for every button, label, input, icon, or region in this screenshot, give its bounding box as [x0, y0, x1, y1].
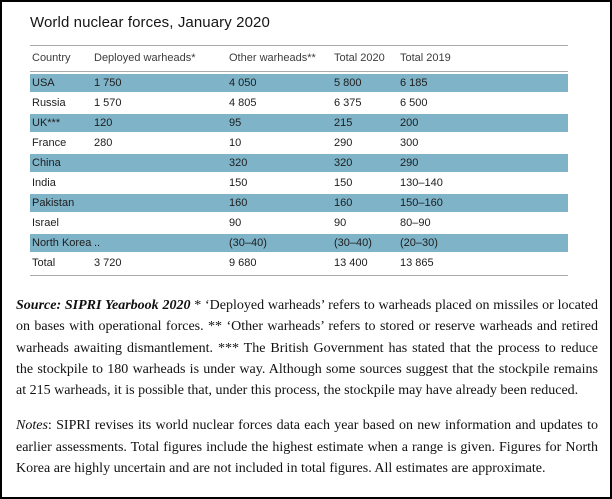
notes-paragraph: Notes: SIPRI revises its world nuclear f…: [16, 415, 598, 479]
table-cell: 280: [94, 137, 113, 149]
table-row: North Korea.. (30–40) (30–40) (20–30): [30, 234, 568, 252]
table-body: USA 1 750 4 050 5 800 6 185 Russia 1 570 4 805 6…: [30, 74, 568, 276]
table-cell: India: [32, 177, 56, 189]
table-row: France 280 10 290 300: [30, 134, 568, 152]
table-cell: 13 400: [332, 254, 398, 276]
column-header: Deployed warheads*: [92, 45, 227, 72]
table-cell: 320: [332, 154, 398, 172]
table-cell: 80–90: [400, 217, 431, 229]
table-cell: 4 050: [227, 74, 332, 92]
column-header: Total 2019: [398, 45, 568, 72]
table-row: Russia 1 570 4 805 6 375 6 500: [30, 94, 568, 112]
table-cell: 3 720: [92, 254, 227, 276]
notes-label: Notes: [16, 418, 48, 434]
table-row: UK*** 120 95 215 200: [30, 114, 568, 132]
table-cell: 90: [334, 217, 347, 229]
table-cell: 6 500: [400, 97, 428, 109]
table-row: China 320 320 290: [30, 154, 568, 172]
source-label: Source: SIPRI Yearbook 2020: [16, 298, 191, 313]
table-cell: [92, 174, 227, 192]
table-cell: 5 800: [332, 74, 398, 92]
table-header-row: Country Deployed warheads* Other warheads*…: [30, 45, 568, 72]
table-cell: (30–40): [227, 234, 332, 252]
table-cell: 300: [400, 137, 419, 149]
table-cell: 13 865: [398, 254, 568, 276]
table-cell: [92, 154, 227, 172]
table-cell: 150: [229, 177, 248, 189]
total-row: Total 3 720 9 680 13 400 13 865: [30, 254, 568, 276]
table-cell: 320: [227, 154, 332, 172]
table-cell: 6 375: [334, 97, 362, 109]
table-cell: 90: [229, 217, 242, 229]
table-row: Israel 90 90 80–90: [30, 214, 568, 232]
table-cell: China: [30, 154, 92, 172]
column-header: Country: [30, 45, 92, 72]
table-cell: Total: [30, 254, 92, 276]
table-cell: 10: [229, 137, 242, 149]
table-cell: (20–30): [398, 234, 568, 252]
table-cell: [92, 194, 227, 212]
table-cell: 200: [398, 114, 568, 132]
table-cell: 120: [92, 114, 227, 132]
table-cell: 6 185: [398, 74, 568, 92]
table-cell: 4 805: [229, 97, 257, 109]
table-cell: 290: [334, 137, 353, 149]
table-cell: [92, 214, 227, 232]
table-cell: Pakistan: [30, 194, 92, 212]
table-cell: 1 750: [92, 74, 227, 92]
table-cell: UK***: [30, 114, 92, 132]
table-cell: (30–40): [332, 234, 398, 252]
table-cell: 160: [227, 194, 332, 212]
source-text: * ‘Deployed warheads’ refers to warheads…: [16, 298, 599, 399]
table-cell: 150–160: [398, 194, 568, 212]
table-cell: 9 680: [227, 254, 332, 276]
table-cell: 150: [334, 177, 353, 189]
table-cell: 130–140: [400, 177, 443, 189]
table-cell: USA: [30, 74, 92, 92]
figure-title: World nuclear forces, January 2020: [30, 14, 270, 31]
table-row: USA 1 750 4 050 5 800 6 185: [30, 74, 568, 92]
table-cell: 215: [332, 114, 398, 132]
column-header: Other warheads**: [227, 45, 332, 72]
notes-text: : SIPRI revises its world nuclear forces…: [16, 418, 598, 476]
table-cell: Russia: [32, 97, 66, 109]
source-note: Source: SIPRI Yearbook 2020 * ‘Deployed …: [16, 295, 598, 401]
table-cell: France: [32, 137, 67, 149]
table-cell: 290: [398, 154, 568, 172]
table-cell: North Korea: [30, 234, 92, 252]
table-row: Pakistan 160 160 150–160: [30, 194, 568, 212]
table-cell: Israel: [32, 217, 59, 229]
column-header: Total 2020: [332, 45, 398, 72]
table-cell: ..: [92, 234, 227, 252]
table-cell: 95: [227, 114, 332, 132]
table-cell: 1 570: [94, 97, 122, 109]
table-row: India 150 150 130–140: [30, 174, 568, 192]
table-cell: 160: [332, 194, 398, 212]
nuclear-forces-table: Country Deployed warheads* Other warheads*…: [30, 43, 568, 278]
